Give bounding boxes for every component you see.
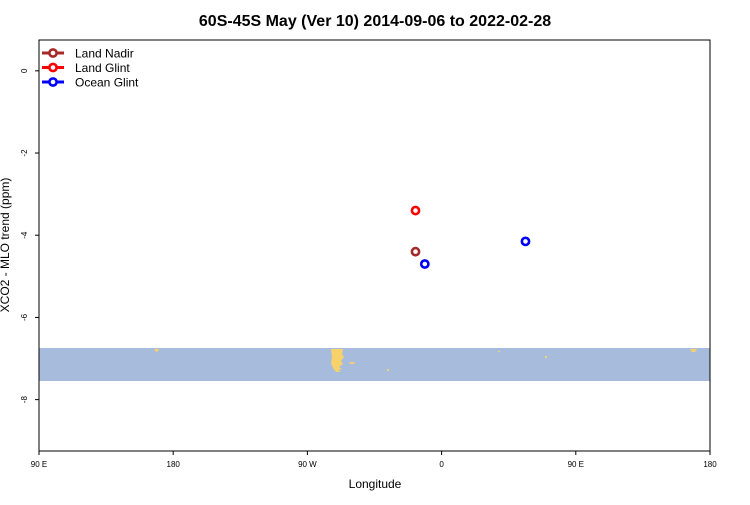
land-islet-b [498,351,500,352]
plot-frame [38,39,711,452]
legend-marker [48,77,58,87]
y-tick-label: -6 [20,313,29,321]
legend-marker [48,48,58,58]
land-new-zealand [154,349,159,352]
land-islet-a [387,369,389,371]
x-axis-label: Longitude [349,477,402,491]
data-points [410,205,531,269]
data-point [520,236,531,247]
y-tick-label: -2 [20,149,29,157]
legend-marker [48,62,58,73]
data-point [410,205,421,216]
ocean-band [39,348,710,381]
legend-label: Ocean Glint [75,76,139,90]
x-tick-label: 180 [703,460,717,469]
land-islet-c [545,356,547,358]
land-tasmania [690,349,697,352]
x-tick-label: 90 E [31,460,47,469]
legend-label: Land Glint [75,61,130,75]
y-tick-label: -4 [20,231,29,239]
y-tick-label: 0 [20,68,29,73]
x-axis: 90 E 180 90 W 0 90 E 180 [31,451,717,469]
x-tick-label: 90 E [568,460,584,469]
land-south-america [331,349,344,372]
land-falklands [349,362,355,364]
chart-title: 60S-45S May (Ver 10) 2014-09-06 to 2022-… [199,13,551,30]
data-point [419,259,430,269]
x-tick-label: 90 W [298,460,317,469]
y-axis: 0 -2 -4 -6 -8 [20,68,39,403]
land-patches [154,349,697,372]
y-axis-label: XCO2 - MLO trend (ppm) [0,178,12,313]
x-tick-label: 0 [439,460,444,469]
map-band [39,348,710,381]
legend-label: Land Nadir [75,47,134,61]
data-point [410,246,421,257]
y-tick-label: -8 [20,396,29,404]
x-tick-label: 180 [167,460,181,469]
